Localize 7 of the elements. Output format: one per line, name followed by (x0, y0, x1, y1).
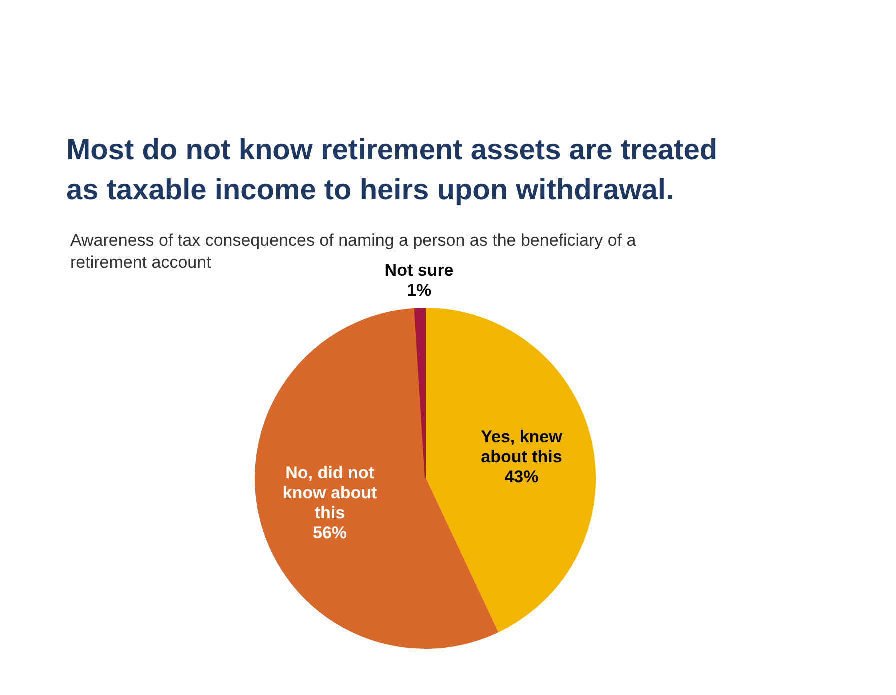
slice-label: Not sure (384, 261, 454, 280)
data-label: 56% (312, 524, 348, 543)
slice-label: No, did not know about this (282, 464, 378, 523)
chart-title: Most do not know retirement assets are treated as taxable income to heirs upon withdrawal. (66, 134, 718, 206)
slice-label: Yes, knew about this (481, 427, 564, 466)
data-label: 1% (406, 281, 432, 300)
data-label: 43% (504, 467, 539, 486)
